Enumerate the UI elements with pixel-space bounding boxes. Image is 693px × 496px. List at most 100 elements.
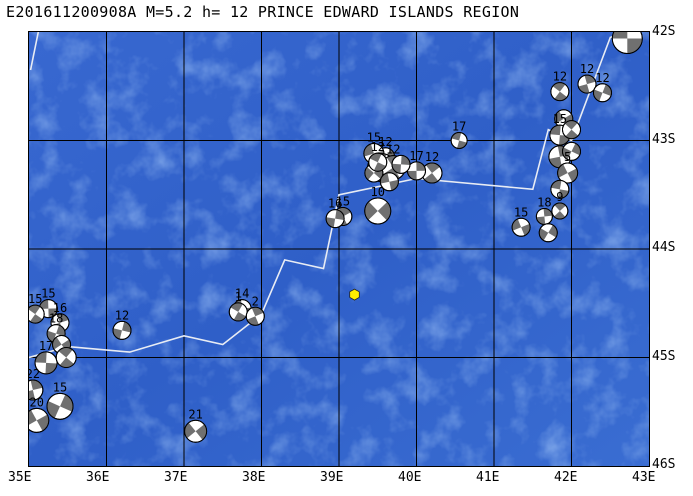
lat-label-45s: 45S <box>652 349 676 364</box>
beachball-icon[interactable]: 22 <box>29 367 44 401</box>
beachball-icon[interactable]: 12 <box>577 62 597 94</box>
beachball-icon[interactable]: 5 <box>557 150 579 184</box>
compressional-quadrant <box>230 302 243 312</box>
beachball-icon[interactable] <box>562 120 581 140</box>
depth-label: 15 <box>367 131 381 145</box>
beachball-rim <box>391 154 411 174</box>
beachball-icon[interactable]: 17 <box>407 149 426 181</box>
compressional-quadrant <box>59 357 74 368</box>
compressional-quadrant <box>48 308 58 318</box>
beachball-icon[interactable] <box>55 347 77 368</box>
beachball-icon[interactable] <box>379 172 399 192</box>
beachball-rim <box>55 347 77 368</box>
beachball-icon[interactable] <box>391 154 411 174</box>
map-area[interactable]: 1512121215591815171217121512121516101412… <box>28 31 650 467</box>
beachball-rim <box>562 141 581 161</box>
epicenter-layer <box>349 288 360 301</box>
beachball-icon[interactable]: 21 <box>184 407 208 443</box>
beachball-icon[interactable]: 15 <box>38 287 58 319</box>
beachball-icon[interactable]: 15 <box>511 205 531 237</box>
beachball-icon[interactable]: 12 <box>593 71 612 103</box>
beachball-icon[interactable]: 12 <box>112 308 132 340</box>
beachball-rim <box>550 179 570 199</box>
compressional-quadrant <box>425 163 440 174</box>
compressional-quadrant <box>60 394 74 412</box>
beachball-rim <box>593 83 612 103</box>
compressional-quadrant <box>627 38 643 54</box>
compressional-quadrant <box>543 208 553 217</box>
depth-label: 12 <box>378 135 392 149</box>
depth-label: 17 <box>39 339 53 353</box>
lat-label-42s: 42S <box>652 24 676 39</box>
depth-label: 14 <box>235 287 249 301</box>
beachball-icon[interactable]: 18 <box>535 195 553 225</box>
compressional-quadrant <box>424 173 439 184</box>
depth-label: 16 <box>328 197 342 211</box>
depth-label: 2 <box>252 294 259 308</box>
beachball-rim <box>379 172 399 192</box>
beachball-rim <box>550 82 570 102</box>
beachball-icon[interactable]: 12 <box>421 150 443 184</box>
compressional-quadrant <box>557 164 568 178</box>
beachball-icon[interactable]: 17 <box>34 339 58 375</box>
beachball-icon[interactable]: 15 <box>29 292 45 324</box>
epicenter-hexagon-icon[interactable] <box>349 288 360 301</box>
map-canvas[interactable]: 1512121215591815171217121512121516101412… <box>29 32 649 466</box>
beachball-icon[interactable]: 17 <box>450 120 468 149</box>
compressional-quadrant <box>571 143 581 156</box>
compressional-quadrant <box>30 314 43 324</box>
compressional-quadrant <box>548 225 558 238</box>
beachball-icon[interactable]: 2 <box>245 294 265 326</box>
compressional-quadrant <box>554 211 566 220</box>
compressional-quadrant <box>122 321 131 333</box>
beachball-icon[interactable]: 9 <box>551 190 569 220</box>
beachball-rim <box>577 74 597 94</box>
beachball-icon[interactable]: 20 <box>29 395 50 433</box>
beachball-icon[interactable] <box>562 141 581 161</box>
depth-label: 12 <box>386 143 400 157</box>
compressional-quadrant <box>45 362 58 374</box>
compressional-quadrant <box>389 179 399 191</box>
beachball-icon[interactable]: 10 <box>364 185 392 225</box>
beachball-icon[interactable] <box>538 223 558 243</box>
compressional-quadrant <box>567 168 578 182</box>
depth-label: 21 <box>188 407 202 421</box>
lon-label-42e: 42E <box>554 470 578 485</box>
beachball-rim <box>325 209 345 229</box>
depth-label: 1 <box>235 290 242 304</box>
beachball-icon[interactable]: 15 <box>46 380 74 420</box>
compressional-quadrant <box>58 347 73 358</box>
compressional-quadrant <box>113 328 122 340</box>
graticule <box>29 32 649 466</box>
depth-label: 12 <box>115 308 129 322</box>
depth-label: 12 <box>371 140 385 154</box>
depth-label: 12 <box>425 150 439 164</box>
beachball-icon[interactable]: 12 <box>368 140 388 172</box>
beachball-icon[interactable] <box>550 179 570 199</box>
beachball-rim <box>538 223 558 243</box>
beachball-icon[interactable]: 12 <box>550 70 570 102</box>
beachball-icon[interactable]: 16 <box>325 197 345 229</box>
lat-label-43s: 43S <box>652 132 676 147</box>
compressional-quadrant <box>233 311 247 321</box>
beachball-rim <box>611 32 643 55</box>
depth-label: 12 <box>553 70 567 84</box>
lon-label-40e: 40E <box>398 470 422 485</box>
depth-label: 18 <box>49 312 63 326</box>
compressional-quadrant <box>369 153 382 163</box>
compressional-quadrant <box>554 111 564 124</box>
compressional-quadrant <box>35 351 47 363</box>
depth-label: 15 <box>29 292 42 306</box>
compressional-quadrant <box>335 209 345 221</box>
beachball-icon[interactable]: 15 <box>611 32 643 55</box>
compressional-quadrant <box>565 129 579 139</box>
beachball-rim <box>450 132 468 149</box>
compressional-quadrant <box>195 424 207 440</box>
compressional-quadrant <box>549 156 562 168</box>
compressional-quadrant <box>52 337 62 350</box>
compressional-quadrant <box>549 125 561 136</box>
beachball-rim <box>368 152 388 172</box>
lat-label-44s: 44S <box>652 240 676 255</box>
depth-label: 10 <box>371 185 385 199</box>
compressional-quadrant <box>364 167 374 180</box>
